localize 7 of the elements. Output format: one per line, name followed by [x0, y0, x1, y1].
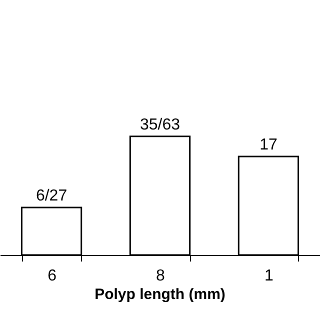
annotation: 17: [260, 136, 278, 154]
annotation: 35/63: [140, 116, 180, 134]
annotation: 6/27: [36, 188, 68, 205]
x-tick-label: 8: [156, 268, 166, 284]
x-axis-title: Polyp length (mm): [94, 286, 226, 303]
x-tick-label: 6: [48, 268, 57, 284]
x-tick-label: 1: [264, 268, 274, 284]
